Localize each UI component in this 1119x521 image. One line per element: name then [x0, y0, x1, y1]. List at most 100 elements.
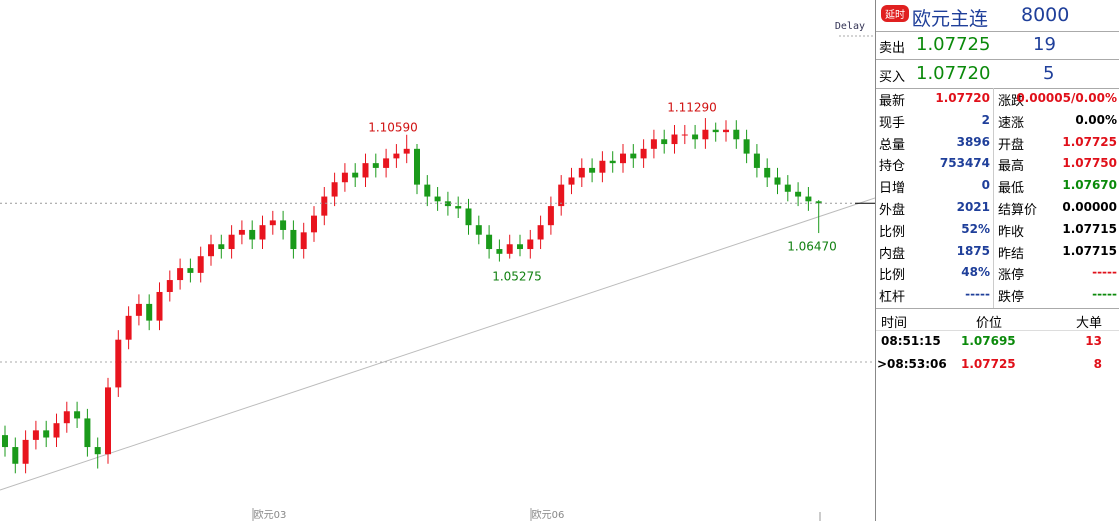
candle-body: [517, 244, 523, 250]
stat-value: 48%: [961, 265, 990, 280]
stat-label: 外盘: [879, 203, 906, 218]
candle-body: [671, 134, 678, 145]
code: 8000: [1021, 4, 1070, 26]
candle-body: [712, 129, 719, 133]
buy-volume: 5: [1043, 63, 1055, 84]
stat-label: 涨停: [998, 268, 1025, 284]
candle-body: [259, 225, 266, 240]
price-annotation: 1.11290: [667, 101, 717, 115]
candle-body: [444, 201, 451, 207]
candle-body: [94, 447, 101, 455]
candle-body: [424, 184, 431, 197]
candle-body: [12, 447, 19, 464]
stat-value: 0.00005/0.00%: [1016, 91, 1117, 105]
candle-body: [434, 196, 441, 202]
candle-body: [290, 229, 297, 250]
candle-body: [537, 225, 544, 240]
quote-panel: 延时 欧元主连 8000 卖出 1.07725 19 买入 1.07720 5 …: [875, 0, 1119, 521]
candle-body: [496, 249, 503, 254]
trade-price: 1.07725: [961, 357, 1016, 371]
candle-body: [208, 244, 214, 257]
stat-label: 杠杆: [879, 290, 906, 306]
stat-value: 0.00%: [1075, 112, 1117, 127]
stat-value: -----: [1092, 287, 1117, 302]
candle-body: [74, 411, 81, 419]
stat-value: 52%: [961, 221, 990, 236]
sell-label: 卖出: [879, 41, 906, 56]
stat-label: 日增: [879, 181, 906, 197]
badge: 延时: [881, 5, 909, 22]
stat-label: 最新: [879, 94, 906, 109]
candle-body: [784, 184, 791, 192]
candle-body: [805, 196, 812, 202]
candle-body: [547, 206, 554, 226]
trade-header: 价位: [976, 316, 1003, 331]
sell-volume: 19: [1033, 34, 1056, 55]
buy-price: 1.07720: [916, 63, 991, 84]
stat-label: 比例: [879, 268, 906, 284]
price-annotation: 1.10590: [368, 121, 418, 135]
candle-body: [774, 177, 781, 185]
buy-label: 买入: [879, 70, 906, 85]
candle-body: [465, 208, 472, 226]
candle-body: [238, 229, 245, 235]
candle-body: [331, 182, 338, 197]
candle-body: [403, 148, 410, 154]
candle-body: [135, 303, 142, 316]
name: 欧元主连: [912, 8, 989, 30]
candle-body: [630, 153, 637, 159]
candle-body: [156, 291, 163, 321]
candle-body: [743, 139, 750, 154]
stat-value: 1.07670: [1062, 178, 1117, 193]
candle-body: [22, 439, 29, 464]
candle-body: [125, 315, 132, 340]
candle-body: [815, 201, 822, 204]
candle-body: [620, 153, 626, 164]
candle-body: [609, 160, 616, 164]
candle-body: [362, 163, 369, 178]
candle-body: [661, 139, 668, 145]
stat-value: 3896: [956, 134, 990, 149]
candle-body: [486, 234, 493, 250]
candle-body: [43, 430, 50, 438]
stat-label: 开盘: [998, 137, 1025, 153]
candle-body: [300, 232, 307, 250]
candle-body: [105, 387, 111, 455]
candle-body: [311, 215, 317, 233]
x-label: 欧元03: [254, 509, 287, 521]
trade-time: >08:53:06: [877, 357, 947, 371]
stat-value: 0.00000: [1062, 200, 1117, 214]
candle-body: [681, 134, 688, 136]
candle-body: [692, 134, 699, 140]
candle-body: [414, 148, 420, 185]
stat-label: 持仓: [879, 159, 906, 175]
stat-value: -----: [1092, 265, 1117, 280]
candle-body: [795, 191, 802, 197]
trade-price: 1.07695: [961, 334, 1016, 348]
stat-value: -----: [965, 287, 990, 302]
x-label: 欧元06: [532, 509, 565, 521]
candle-body: [455, 206, 462, 209]
candle-body: [146, 303, 153, 321]
stat-value: 1.07715: [1062, 221, 1117, 236]
candle-body: [32, 430, 39, 440]
stat-label: 昨结: [998, 246, 1025, 262]
candle-body: [2, 435, 8, 448]
price-annotation: 1.05275: [492, 270, 542, 284]
candle-body: [187, 268, 194, 273]
stat-label: 比例: [879, 224, 906, 240]
candle-body: [640, 148, 647, 159]
candle-body: [702, 129, 709, 140]
stat-label: 速涨: [998, 115, 1025, 131]
sell-price: 1.07725: [916, 34, 991, 55]
candle-body: [177, 268, 184, 281]
candle-body: [589, 167, 596, 173]
trade-header: 时间: [881, 316, 908, 331]
candle-body: [63, 411, 70, 424]
candle-body: [197, 256, 204, 273]
candle-body: [650, 139, 657, 149]
candle-body: [475, 225, 482, 235]
candle-body: [393, 153, 400, 159]
trade-volume: 13: [1085, 334, 1102, 348]
candle-body: [228, 234, 235, 250]
